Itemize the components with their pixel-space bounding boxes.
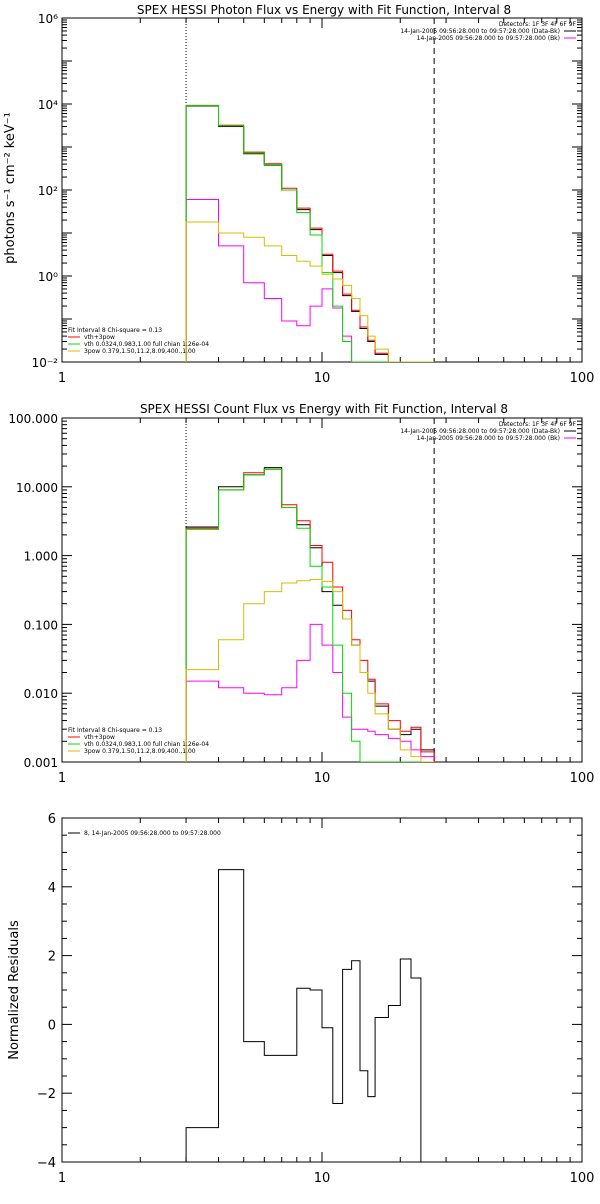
x-tick-label: 100 (570, 1171, 595, 1186)
y-tick-label: 6 (48, 812, 56, 827)
y-tick-label: 1.000 (24, 550, 58, 564)
y-tick-label: 0.001 (24, 756, 58, 770)
series-line-vth (185, 105, 435, 362)
legend-left-text: vth+3pow (84, 334, 115, 341)
legend-left-text: Fit Interval 8 Chi-square = 0.13 (68, 727, 162, 734)
legend-left-text: 3pow 0.379,1.50,11.2,8.09,400.,1.00 (84, 748, 196, 755)
plot-frame (61, 17, 583, 363)
legend-left-text: vth+3pow (84, 734, 115, 741)
x-tick-label: 10 (314, 371, 331, 386)
legend-left-text: 3pow 0.379,1.50,11.2,8.09,400.,1.00 (84, 348, 196, 355)
series-group (185, 869, 435, 1162)
count-flux-panel: SPEX HESSI Count Flux vs Energy with Fit… (8, 402, 594, 786)
y-tick-label: 0.010 (24, 687, 58, 701)
x-tick-label: 1 (58, 371, 66, 386)
series-line-3pow (185, 221, 435, 362)
residuals-panel: Normalized Residuals 1 10 100 −4 −2 0 2 4 6 8, 14… (7, 812, 594, 1186)
series-group (185, 104, 435, 362)
legend-right-text: Detectors: 1F 3F 4F 6F 9F (499, 421, 577, 428)
x-tick-label: 1 (58, 771, 66, 786)
legend-left-text: vth 0.0324,0.983,1.00 full chian 1.26e-0… (84, 341, 209, 348)
legend-right-text: 14-Jan-2005 09:56:28.000 to 09:57:28.000… (417, 35, 560, 42)
series-line-vth-3pow (185, 468, 435, 762)
series-line-vth-3pow (185, 104, 435, 362)
y-tick-label: 4 (48, 881, 56, 896)
series-line-data-bk (185, 467, 435, 762)
series-line-vth (185, 468, 435, 762)
series-line-bk (185, 623, 435, 762)
photon-panel-title: SPEX HESSI Photon Flux vs Energy with Fi… (137, 3, 511, 17)
series-group (185, 467, 435, 762)
legend-right-text: 14-Jan-2005 09:56:28.000 to 09:57:28.000… (400, 28, 560, 35)
series-line-8-14-jan-2005-09-56-28-000-to-09-57-28-000 (185, 869, 435, 1162)
legend-left-text: 8, 14-Jan-2005 09:56:28.000 to 09:57:28.… (84, 830, 221, 837)
x-tick-label: 10 (314, 771, 331, 786)
y-tick-label: −4 (37, 1156, 56, 1171)
y-tick-label: 0.100 (24, 618, 58, 632)
x-tick-label: 100 (570, 771, 595, 786)
x-tick-label: 100 (570, 371, 595, 386)
legend-right-text: 14-Jan-2005 09:56:28.000 to 09:57:28.000… (417, 435, 560, 442)
legend-left-text: vth 0.0324,0.983,1.00 full chian 1.26e-0… (84, 741, 209, 748)
y-tick-label: 2 (48, 950, 56, 965)
y-tick-label: 10⁰ (38, 270, 58, 284)
y-tick-label: 10⁴ (38, 98, 58, 112)
legend-right-text: Detectors: 1F 3F 4F 6F 9F (499, 21, 577, 28)
y-tick-label: 10⁶ (38, 12, 58, 26)
x-tick-label: 10 (314, 1171, 331, 1186)
y-tick-label: 10² (38, 184, 58, 198)
photon-panel-ylabel: photons s⁻¹ cm⁻² keV⁻¹ (3, 112, 18, 264)
residuals-panel-ylabel: Normalized Residuals (7, 920, 22, 1060)
series-line-bk (185, 199, 435, 362)
legend-right-text: 14-Jan-2005 09:56:28.000 to 09:57:28.000… (400, 428, 560, 435)
photon-flux-panel: SPEX HESSI Photon Flux vs Energy with Fi… (3, 3, 594, 386)
y-tick-label: 10.000 (16, 481, 58, 495)
legend-left-text: Fit Interval 8 Chi-square = 0.13 (68, 327, 162, 334)
y-tick-label: 100.000 (8, 412, 58, 426)
count-panel-title: SPEX HESSI Count Flux vs Energy with Fit… (140, 402, 508, 416)
y-tick-label: 0 (48, 1018, 56, 1033)
y-tick-label: 10⁻² (32, 356, 59, 370)
y-tick-label: −2 (37, 1087, 56, 1102)
x-tick-label: 1 (58, 1171, 66, 1186)
series-line-3pow (185, 579, 435, 762)
